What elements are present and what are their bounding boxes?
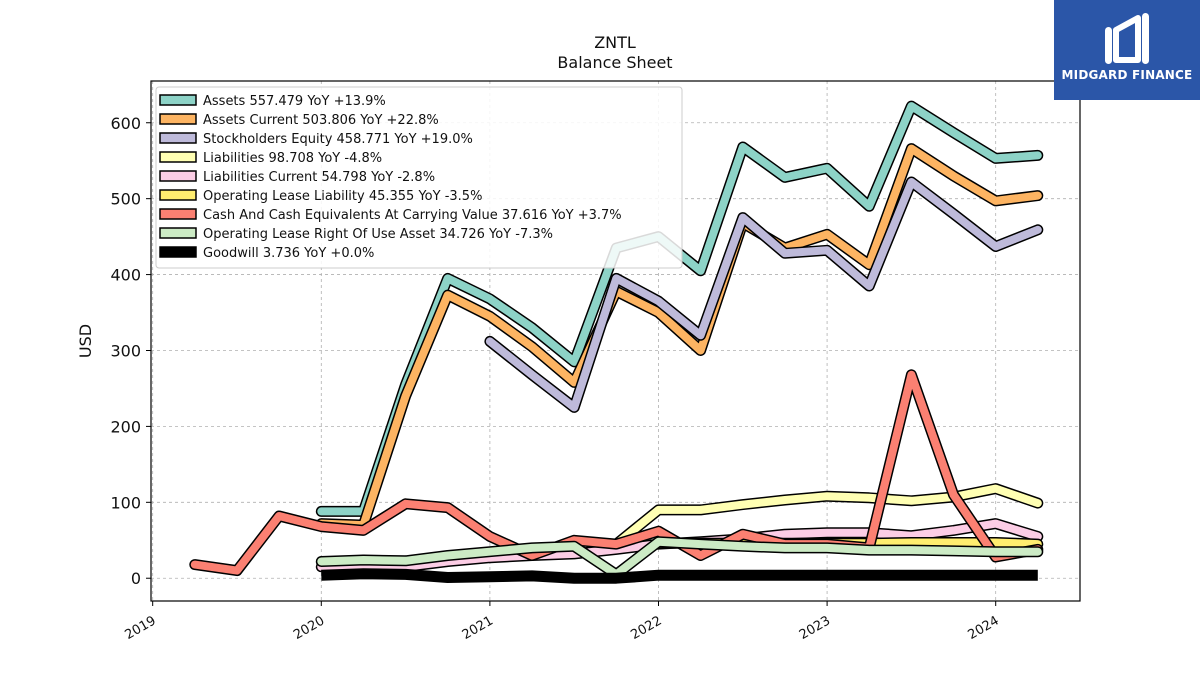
y-tick-label: 500: [110, 190, 141, 209]
series-line: [321, 568, 1038, 584]
legend-swatch: [159, 189, 197, 201]
legend-label: Goodwill 3.736 YoY +0.0%: [203, 246, 374, 261]
legend-swatch: [159, 246, 197, 258]
legend-label: Assets 557.479 YoY +13.9%: [203, 94, 386, 109]
legend-swatch: [159, 170, 197, 182]
midgard-logo-icon: [1105, 13, 1149, 64]
x-tick-label: 2023: [797, 613, 833, 643]
legend-entry: Liabilities Current 54.798 YoY -2.8%: [159, 170, 435, 185]
x-axis: 2019 2020 2021 2022 2023 2024: [123, 601, 1002, 643]
legend-label: Operating Lease Right Of Use Asset 34.72…: [203, 227, 553, 242]
series-8: [321, 568, 1038, 584]
y-tick-label: 100: [110, 493, 141, 512]
legend-entry: Stockholders Equity 458.771 YoY +19.0%: [159, 132, 473, 147]
legend-entry: Goodwill 3.736 YoY +0.0%: [159, 246, 374, 261]
brand-logo: MIDGARD FINANCE: [1054, 0, 1200, 100]
series-line: [485, 178, 1042, 412]
legend-box: [155, 86, 683, 269]
chart-title: ZNTL: [594, 33, 636, 52]
series-2: [484, 176, 1044, 413]
legend-entry: Assets Current 503.806 YoY +22.8%: [159, 113, 439, 128]
legend-swatch: [159, 208, 197, 220]
y-axis-label: USD: [76, 324, 95, 358]
legend-swatch: [159, 151, 197, 163]
series-6: [189, 369, 1044, 577]
legend-label: Operating Lease Liability 45.355 YoY -3.…: [203, 189, 482, 204]
legend-swatch: [159, 132, 197, 144]
x-tick-label: 2022: [628, 613, 664, 643]
series-line: [317, 144, 1042, 530]
legend-entry: Cash And Cash Equivalents At Carrying Va…: [159, 208, 622, 223]
x-tick-label: 2024: [966, 613, 1002, 643]
y-tick-label: 200: [110, 417, 141, 436]
legend-entry: Assets 557.479 YoY +13.9%: [159, 94, 386, 109]
x-tick-label: 2020: [291, 613, 327, 643]
legend-entry: Liabilities 98.708 YoY -4.8%: [159, 151, 382, 166]
legend-swatch: [159, 227, 197, 239]
y-axis: 0 100 200 300 400 500 600: [110, 114, 151, 588]
legend-label: Liabilities Current 54.798 YoY -2.8%: [203, 170, 435, 185]
legend-label: Cash And Cash Equivalents At Carrying Va…: [203, 208, 622, 223]
legend-label: Assets Current 503.806 YoY +22.8%: [203, 113, 439, 128]
series-line: [190, 370, 1042, 575]
plot-frame: [150, 80, 1081, 602]
legend-entry: Operating Lease Right Of Use Asset 34.72…: [159, 227, 553, 242]
series-line: [612, 484, 1042, 549]
legend-entry: Operating Lease Liability 45.355 YoY -3.…: [159, 189, 482, 204]
x-tick-label: 2021: [460, 613, 496, 643]
series-7: [315, 536, 1044, 580]
brand-name: MIDGARD FINANCE: [1061, 68, 1193, 82]
legend-label: Stockholders Equity 458.771 YoY +19.0%: [203, 132, 473, 147]
legend-swatch: [159, 113, 197, 125]
y-tick-label: 300: [110, 341, 141, 360]
legend-label: Liabilities 98.708 YoY -4.8%: [203, 151, 382, 166]
y-tick-label: 400: [110, 266, 141, 285]
series-3: [610, 483, 1044, 550]
y-tick-label: 600: [110, 114, 141, 133]
legend: Assets 557.479 YoY +13.9% Assets Current …: [155, 86, 683, 269]
series-line: [317, 537, 1042, 579]
x-tick-label: 2019: [123, 613, 159, 643]
legend-swatch: [159, 94, 197, 106]
series-1: [315, 143, 1044, 531]
y-tick-label: 0: [131, 569, 141, 588]
chart-subtitle: Balance Sheet: [557, 53, 672, 72]
